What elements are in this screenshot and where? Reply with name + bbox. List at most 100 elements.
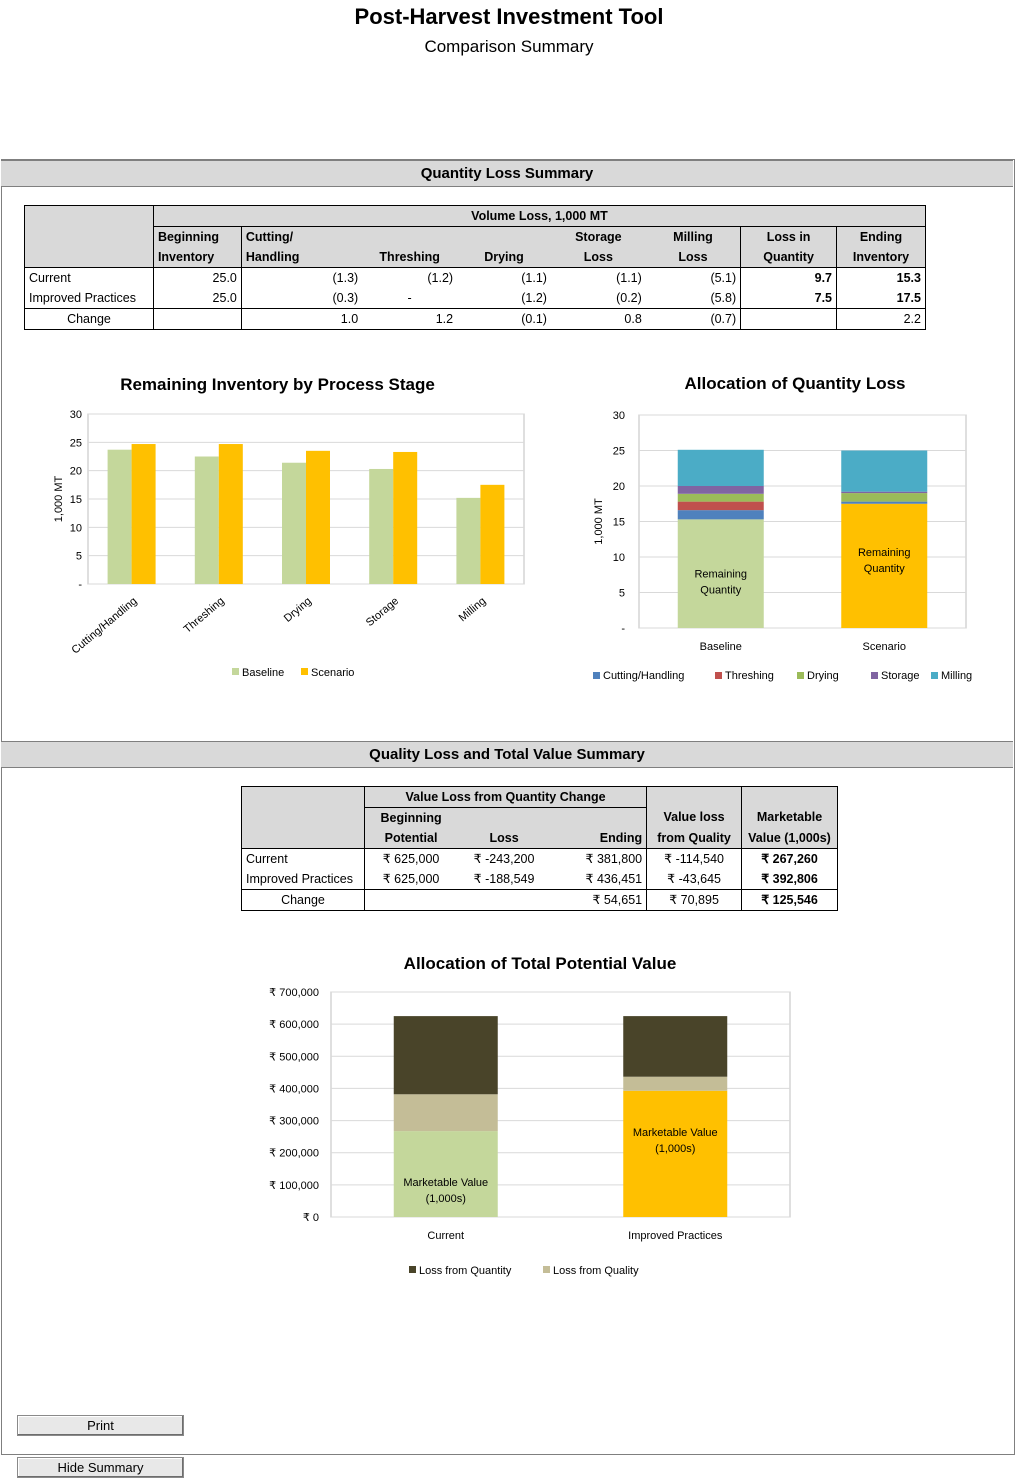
table-cell: ₹ 625,000	[363, 848, 458, 869]
table-row: Current 25.0 (1.3) (1.2) (1.1) (1.1) (5.…	[24, 267, 926, 288]
hide-summary-button[interactable]: Hide Summary	[17, 1457, 184, 1478]
table-cell: (1.2)	[457, 287, 551, 309]
table-cell: (0.7)	[645, 308, 741, 330]
column-header: Loss	[457, 827, 551, 849]
table-cell: (1.3)	[240, 267, 363, 288]
chart-title: Remaining Inventory by Process Stage	[120, 375, 435, 394]
y-tick-label: 30	[613, 410, 625, 422]
table-cell: ₹ 125,546	[741, 889, 838, 911]
bar-segment	[623, 1076, 728, 1091]
bar-marketable-value	[623, 1090, 728, 1217]
table-cell: 2.2	[836, 308, 926, 330]
bar-segment	[677, 486, 764, 494]
table-cell: ₹ 70,895	[646, 889, 742, 911]
y-tick-label: 20	[70, 466, 82, 478]
bar-inner-label: Quantity	[864, 563, 905, 575]
column-header: Inventory	[152, 246, 242, 268]
column-header: Threshing	[362, 246, 458, 268]
column-header: Beginning	[363, 807, 458, 828]
y-tick-label: ₹ 600,000	[269, 1019, 319, 1031]
legend-label: Threshing	[725, 670, 774, 682]
table-row: Improved Practices ₹ 625,000 ₹ -188,549 …	[241, 868, 838, 890]
legend-swatch	[871, 672, 878, 679]
bar-baseline	[107, 449, 132, 584]
bar-segment	[841, 501, 928, 504]
table-cell: ₹ -243,200	[473, 852, 535, 866]
row-label: Current	[241, 848, 365, 869]
table-cell	[457, 889, 551, 911]
column-header: Marketable	[741, 807, 838, 828]
quantity-loss-allocation-chart: - 5 10 15 20 25 30 1,000 MT Remaining Quantity Bas…	[593, 410, 972, 682]
x-tick-label: Storage	[364, 595, 401, 629]
column-header: Inventory	[836, 246, 926, 268]
y-tick-label: -	[621, 623, 625, 635]
y-tick-label: ₹ 500,000	[269, 1051, 319, 1063]
x-tick-label: Threshing	[182, 595, 227, 636]
y-axis-label: 1,000 MT	[593, 498, 605, 545]
column-header: Loss in	[740, 226, 837, 247]
bar-inner-label: (1,000s)	[655, 1143, 695, 1155]
y-tick-label: ₹ 700,000	[269, 987, 319, 999]
legend-label: Loss from Quantity	[419, 1265, 512, 1277]
bar-scenario	[218, 444, 243, 584]
legend-swatch	[593, 672, 600, 679]
legend-swatch	[715, 672, 722, 679]
bar-baseline	[194, 456, 219, 584]
bar-segment	[393, 1016, 498, 1095]
table-cell: ₹ -188,549	[457, 868, 551, 890]
print-button[interactable]: Print	[17, 1415, 184, 1436]
table-row: Change 1.0 1.2 (0.1) 0.8 (0.7) 2.2	[24, 308, 926, 330]
table-cell: ₹ -43,645	[646, 868, 742, 890]
total-value-allocation-chart: ₹ 0 ₹ 100,000 ₹ 200,000 ₹ 300,000 ₹ 400,000 ₹…	[269, 987, 791, 1277]
column-header: Beginning	[152, 226, 242, 247]
x-tick-label: Baseline	[700, 641, 742, 653]
y-tick-label: 25	[70, 437, 82, 449]
bar-inner-label: Quantity	[700, 585, 741, 597]
table-cell: 15.3	[836, 267, 926, 288]
bar-remaining-quantity	[841, 503, 928, 628]
legend-swatch	[301, 668, 308, 675]
bar-inner-label: Remaining	[858, 547, 911, 559]
table-corner	[24, 205, 154, 226]
table-cell: 0.8	[550, 308, 646, 330]
bar-segment	[841, 450, 928, 492]
x-tick-label: Current	[427, 1230, 464, 1242]
table-cell: ₹ 392,806	[741, 868, 838, 890]
bar-marketable-value	[393, 1131, 498, 1217]
quantity-loss-table: Volume Loss, 1,000 MT Beginning Cutting/…	[24, 205, 927, 330]
column-group-header: Value Loss from Quantity Change	[363, 786, 647, 808]
row-label: Change	[241, 889, 365, 911]
legend-swatch	[543, 1266, 550, 1273]
table-row: Change ₹ 54,651 ₹ 70,895 ₹ 125,546	[241, 889, 838, 911]
legend-label: Loss from Quality	[553, 1265, 639, 1277]
table-cell: (1.2)	[427, 270, 454, 285]
bar-scenario	[480, 484, 505, 584]
table-cell: ₹ -114,540	[646, 848, 742, 869]
legend-swatch	[409, 1266, 416, 1273]
column-header: Milling	[645, 226, 741, 247]
quantity-section-header: Quantity Loss Summary	[1, 160, 1013, 187]
table-cell: 25.0	[152, 287, 242, 309]
table-cell: 9.7	[740, 267, 837, 288]
legend-label: Baseline	[242, 667, 284, 679]
table-cell: ₹ 54,651	[550, 889, 647, 911]
column-header: Ending	[836, 226, 926, 247]
y-tick-label: 5	[76, 551, 82, 563]
bar-scenario	[306, 450, 330, 584]
bar-segment	[677, 501, 764, 511]
bar-scenario	[393, 451, 418, 584]
bar-scenario	[131, 444, 156, 584]
bar-baseline	[282, 462, 306, 584]
legend-label: Scenario	[311, 667, 354, 679]
table-cell: (1.1)	[521, 270, 547, 285]
legend-label: Storage	[881, 670, 920, 682]
column-header: Quantity	[740, 246, 837, 268]
quality-section-header: Quality Loss and Total Value Summary	[1, 741, 1013, 768]
table-cell: 1.2	[362, 308, 458, 330]
column-header	[550, 807, 647, 828]
y-tick-label: 10	[613, 552, 625, 564]
table-cell: 25.0	[152, 267, 242, 288]
column-header: Ending	[550, 827, 647, 849]
column-header: Value (1,000s)	[741, 827, 838, 849]
y-tick-label: ₹ 300,000	[269, 1116, 319, 1128]
